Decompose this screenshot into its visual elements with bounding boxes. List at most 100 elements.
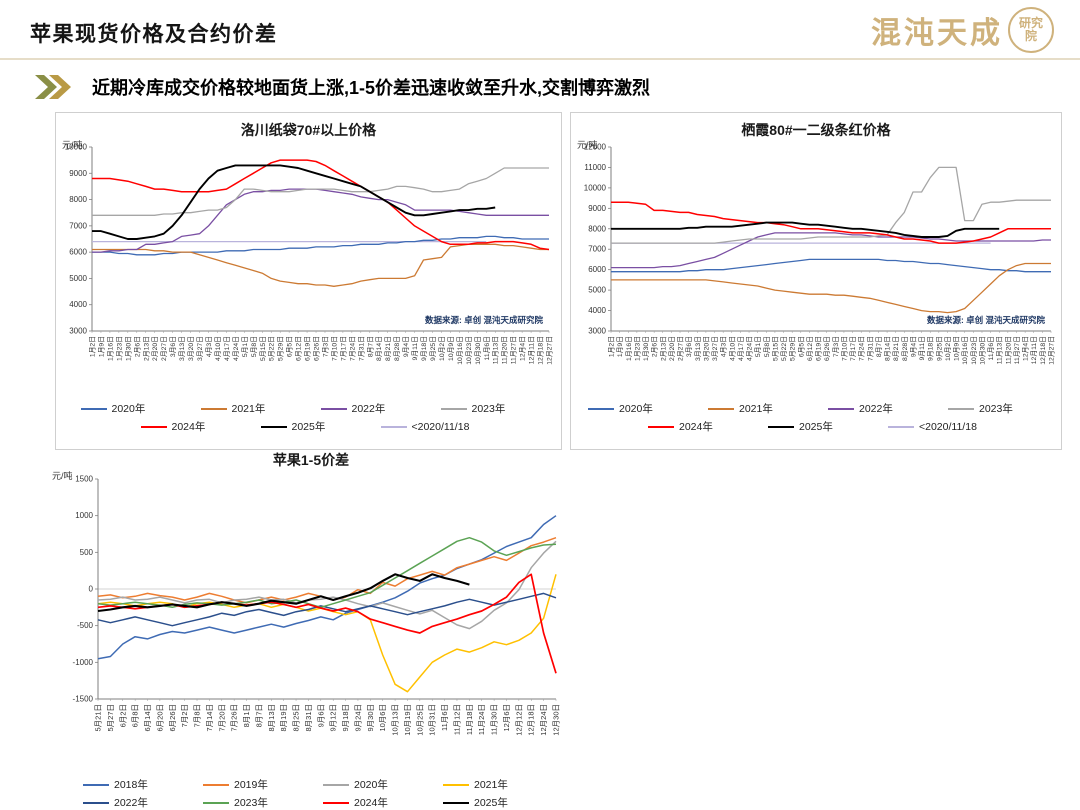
svg-text:10月9日: 10月9日 <box>447 336 455 361</box>
svg-text:0: 0 <box>89 585 94 594</box>
series-line-2020年 <box>611 258 1051 273</box>
legend-swatch <box>588 407 614 410</box>
svg-text:2月13日: 2月13日 <box>659 336 667 361</box>
svg-text:8月1日: 8月1日 <box>242 704 251 727</box>
svg-text:10月31日: 10月31日 <box>428 704 437 736</box>
svg-text:2月6日: 2月6日 <box>133 336 141 357</box>
svg-text:10月23日: 10月23日 <box>465 336 473 365</box>
svg-text:11月6日: 11月6日 <box>987 336 995 360</box>
series-line-2018年 <box>97 515 557 660</box>
svg-text:3月27日: 3月27日 <box>711 336 719 361</box>
data-source-note: 数据来源: 卓创 混沌天成研究院 <box>927 315 1046 325</box>
svg-text:9月18日: 9月18日 <box>420 336 428 361</box>
legend-label: 2025年 <box>474 797 508 809</box>
svg-text:7月10日: 7月10日 <box>840 336 848 361</box>
svg-text:3月6日: 3月6日 <box>169 336 177 357</box>
svg-text:3月6日: 3月6日 <box>685 336 693 357</box>
svg-text:500: 500 <box>80 548 94 557</box>
legend-item: 2025年 <box>260 419 357 434</box>
legend-swatch <box>203 783 229 786</box>
svg-text:11月18日: 11月18日 <box>465 704 474 735</box>
svg-text:9月24日: 9月24日 <box>353 704 362 732</box>
svg-text:1月30日: 1月30日 <box>642 336 650 361</box>
chart-svg: 3000 4000 5000 6000 7000 8000 9000 10000 1月2日 1月9… <box>65 143 554 365</box>
svg-text:2月6日: 2月6日 <box>651 336 659 357</box>
chart-title: 栖霞80#一二级条红价格 <box>741 122 891 138</box>
svg-text:9月4日: 9月4日 <box>402 336 410 357</box>
svg-text:9月4日: 9月4日 <box>909 336 917 357</box>
series-line-2022年 <box>611 232 1051 269</box>
svg-text:10月2日: 10月2日 <box>438 336 446 361</box>
svg-text:8月28日: 8月28日 <box>901 336 909 361</box>
svg-text:11月27日: 11月27日 <box>510 336 518 364</box>
svg-text:7月17日: 7月17日 <box>339 336 347 361</box>
legend-label: 2023年 <box>979 403 1013 415</box>
svg-text:5月29日: 5月29日 <box>277 336 285 361</box>
svg-text:6月14日: 6月14日 <box>143 704 152 732</box>
legend-item: 2020年 <box>80 401 177 416</box>
chart-title: 苹果1-5价差 <box>272 452 350 468</box>
legend-label: <2020/11/18 <box>919 420 977 433</box>
legend-swatch <box>83 801 109 804</box>
svg-text:5月8日: 5月8日 <box>763 336 771 357</box>
svg-text:8月7日: 8月7日 <box>875 336 883 357</box>
svg-text:4月17日: 4月17日 <box>737 336 745 361</box>
series-line-2022年 <box>97 592 557 627</box>
svg-text:10月30日: 10月30日 <box>978 336 986 365</box>
svg-text:5月22日: 5月22日 <box>780 336 788 361</box>
chart-plot-area: 元/吨 3000 4000 5000 6000 7000 8000 9000 10000 110… <box>571 140 1061 400</box>
legend-item: 2024年 <box>323 795 419 810</box>
chart-box-luochuan-price: 洛川纸袋70#以上价格 元/吨 3000 4000 5000 6000 7000 8000… <box>55 112 562 450</box>
svg-text:-500: -500 <box>77 621 94 630</box>
svg-text:9月30日: 9月30日 <box>366 704 375 732</box>
svg-text:6月2日: 6月2日 <box>118 704 127 727</box>
svg-text:6月5日: 6月5日 <box>286 336 294 357</box>
svg-text:2月13日: 2月13日 <box>142 336 150 361</box>
svg-text:6000: 6000 <box>588 265 606 274</box>
legend-label: 2025年 <box>291 421 326 433</box>
svg-text:12月30日: 12月30日 <box>552 704 561 736</box>
svg-text:4月10日: 4月10日 <box>728 336 736 361</box>
svg-text:11月24日: 11月24日 <box>477 704 486 735</box>
legend-swatch <box>200 407 227 410</box>
svg-text:12月11日: 12月11日 <box>1030 336 1038 364</box>
svg-text:11月6日: 11月6日 <box>483 336 491 360</box>
legend-swatch <box>323 801 349 804</box>
legend-swatch <box>203 801 229 804</box>
svg-text:7月10日: 7月10日 <box>330 336 338 361</box>
legend-item: 2024年 <box>140 419 237 434</box>
legend-label: 2021年 <box>474 779 508 791</box>
svg-text:8月14日: 8月14日 <box>375 336 383 361</box>
svg-text:1500: 1500 <box>75 475 93 484</box>
legend-swatch <box>708 407 734 410</box>
chart-legend: 2020年 2021年 2022年 2023年 2024年 2025年 <2020/11/1… <box>56 401 561 434</box>
series-line-2025年 <box>92 164 496 240</box>
svg-text:7月3日: 7月3日 <box>832 336 840 357</box>
svg-text:11月30日: 11月30日 <box>490 704 499 735</box>
svg-text:11月20日: 11月20日 <box>1004 336 1012 364</box>
legend-item: 2021年 <box>708 401 804 416</box>
svg-text:2月27日: 2月27日 <box>677 336 685 361</box>
svg-text:3月27日: 3月27日 <box>196 336 204 361</box>
svg-text:12月27日: 12月27日 <box>546 336 554 365</box>
svg-text:8月21日: 8月21日 <box>384 336 392 361</box>
svg-text:3月13日: 3月13日 <box>694 336 702 361</box>
svg-text:3月13日: 3月13日 <box>178 336 186 361</box>
svg-text:3月20日: 3月20日 <box>187 336 195 361</box>
chart-plot-area: 元/吨 -1500 -1000 -500 0 500 1000 1500 5月21日 5月27日… <box>50 471 572 776</box>
legend-item: 2025年 <box>768 419 864 434</box>
legend-item: <2020/11/18 <box>380 419 477 434</box>
svg-text:12月18日: 12月18日 <box>537 336 545 365</box>
svg-text:11月27日: 11月27日 <box>1013 336 1021 364</box>
legend-item: 2018年 <box>83 777 179 792</box>
svg-text:1月23日: 1月23日 <box>115 336 123 361</box>
svg-text:4月10日: 4月10日 <box>214 336 222 361</box>
svg-text:1000: 1000 <box>75 511 93 520</box>
svg-text:7月26日: 7月26日 <box>230 704 239 732</box>
legend-item: 2025年 <box>443 795 539 810</box>
svg-text:11月12日: 11月12日 <box>452 704 461 735</box>
svg-text:6月12日: 6月12日 <box>806 336 814 361</box>
svg-text:7月14日: 7月14日 <box>205 704 214 732</box>
svg-text:9月18日: 9月18日 <box>341 704 350 732</box>
headline: 近期冷库成交价格较地面货上涨,1-5价差迅速收敛至升水,交割博弈激烈 <box>34 74 650 100</box>
